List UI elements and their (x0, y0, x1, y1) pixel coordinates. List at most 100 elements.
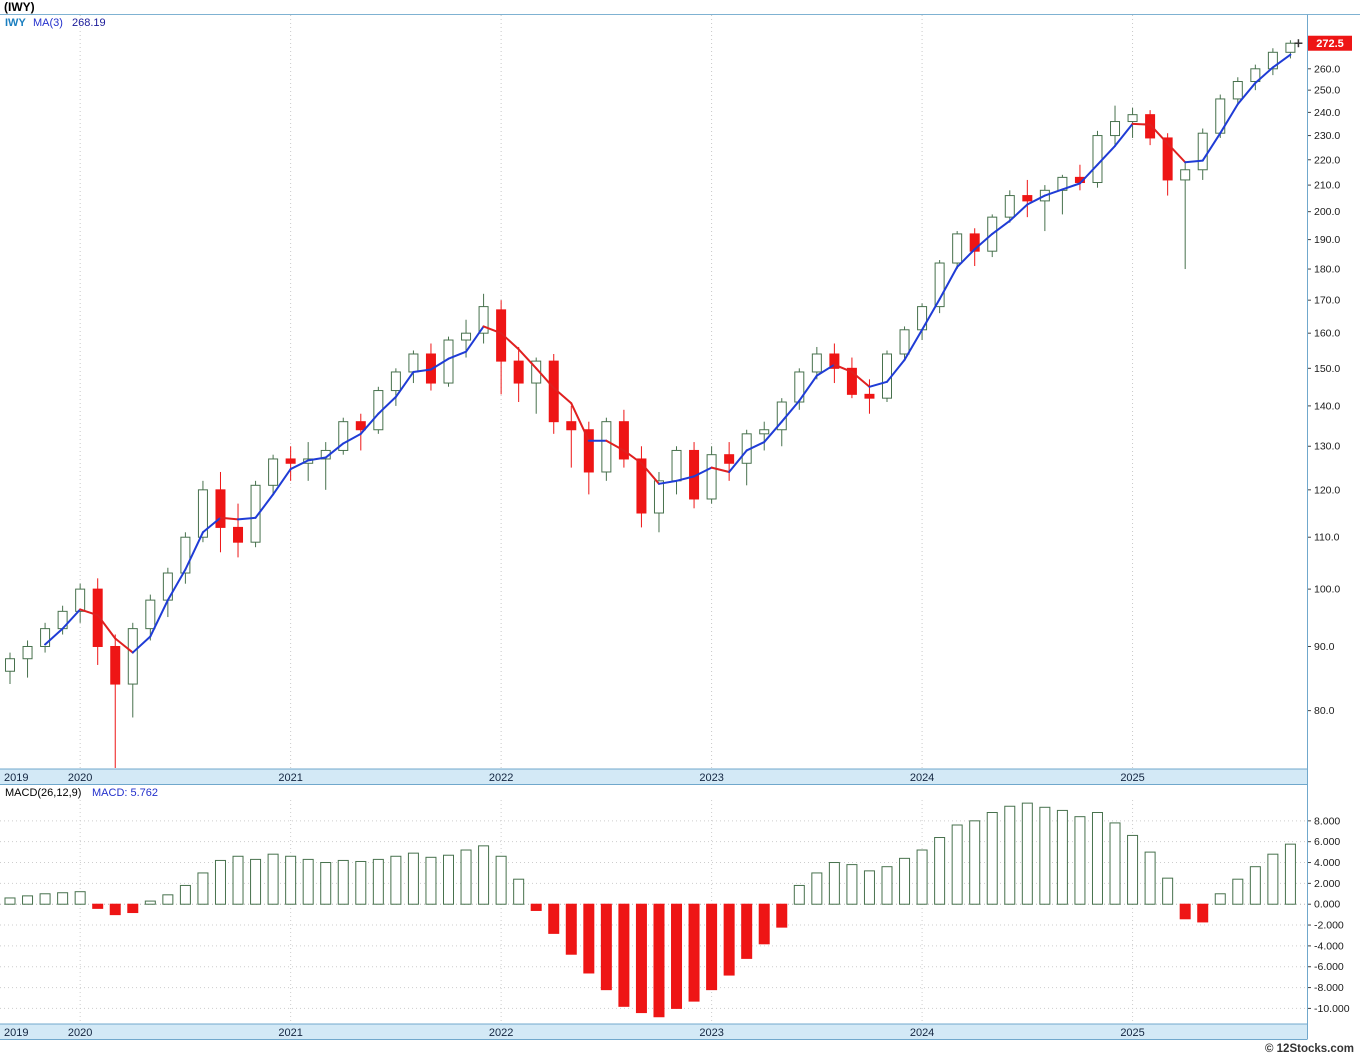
ma-segment (149, 599, 169, 638)
ma-segment (886, 358, 906, 383)
ma-segment (798, 374, 818, 402)
ma-segment (780, 399, 801, 423)
macd-bar (811, 872, 823, 905)
price-tick-label: 250.0 (1314, 85, 1340, 97)
year-label: 2020 (68, 1027, 92, 1039)
macd-bar (337, 859, 349, 905)
ma-segment (1131, 122, 1152, 126)
candle (548, 353, 559, 434)
macd-bar (232, 855, 244, 905)
price-tick-label: 230.0 (1314, 130, 1340, 142)
candle (1022, 179, 1033, 218)
macd-tick-label: -10.000 (1314, 1003, 1350, 1015)
ma-segment (693, 466, 713, 478)
year-label: 2021 (278, 772, 302, 784)
macd-bar (372, 858, 384, 905)
macd-bar (495, 855, 507, 905)
macd-bar (1267, 853, 1279, 905)
legend-symbol: IWY (5, 17, 26, 29)
ma-segment (61, 608, 82, 630)
macd-bar (162, 894, 174, 905)
chart-title: (IWY) (4, 0, 35, 14)
year-label: 2025 (1120, 1027, 1144, 1039)
ma-segment (956, 248, 976, 269)
macd-bar (267, 853, 279, 905)
price-tick-label: 90.0 (1314, 641, 1335, 653)
ma-segment (868, 380, 888, 388)
year-label: 2023 (699, 1027, 723, 1039)
ma-segment (307, 456, 327, 462)
candle (145, 594, 156, 641)
price-axis: 260.0 250.0 240.0 230.0 220.0 210.0 200.0 190.0… (1307, 63, 1340, 717)
ma-segment (1254, 66, 1274, 84)
macd-bar (828, 862, 840, 905)
macd-bar (320, 862, 332, 905)
ma-segment (272, 468, 292, 496)
candle (390, 368, 401, 406)
ma-segment (184, 531, 204, 571)
macd-tick-label: 0.000 (1314, 899, 1340, 911)
macd-bar (74, 891, 86, 905)
macd-bar (881, 866, 893, 905)
macd-bar (1249, 866, 1261, 905)
candle (1267, 48, 1278, 76)
macd-bar (1091, 812, 1103, 905)
ma-segment (535, 367, 555, 390)
macd-bar (934, 837, 946, 905)
macd-bar (92, 903, 104, 909)
macd-bar (758, 903, 770, 945)
macd-tick-label: 6.000 (1314, 836, 1340, 848)
ma-segment (973, 232, 994, 251)
candle (811, 346, 822, 380)
macd-bar (635, 903, 647, 1014)
macd-bar (1214, 893, 1226, 905)
ma-segment (815, 363, 836, 377)
ma-segment (96, 614, 117, 640)
ma-segment (657, 479, 678, 485)
year-label: 2024 (910, 772, 934, 784)
ma-segment (1078, 163, 1099, 185)
macd-bar (1284, 843, 1296, 905)
macd-value: MACD: 5.762 (92, 787, 158, 799)
ma-segment (552, 387, 573, 405)
candle (513, 346, 524, 403)
watermark: © 12Stocks.com (1265, 1043, 1354, 1055)
ma-segment (833, 363, 853, 373)
macd-bar (250, 858, 262, 905)
macd-bar (583, 903, 595, 974)
year-label: 2019 (4, 1027, 28, 1039)
ma-segment (1114, 122, 1134, 147)
ma-segment (1166, 142, 1187, 164)
candle (22, 640, 33, 678)
price-tick-label: 140.0 (1314, 400, 1340, 412)
ma-segment (447, 350, 468, 360)
macd-bar (1127, 834, 1139, 905)
ma-segment (570, 402, 590, 442)
ma-segment (324, 442, 345, 459)
ma-segment (114, 637, 134, 654)
ma-segment (254, 493, 275, 519)
ma-segment (1184, 159, 1204, 164)
ma-segment (359, 412, 380, 435)
macd-bar (723, 903, 735, 976)
macd-bar (355, 860, 367, 905)
macd-bar (1197, 903, 1209, 923)
macd-bar (776, 903, 788, 928)
candle (969, 228, 980, 267)
ma-segment (728, 449, 748, 473)
price-legend: IWY MA(3) 268.19 (5, 17, 106, 29)
price-tick-label: 180.0 (1314, 264, 1340, 276)
macd-axis: 8.000 6.000 4.000 2.000 0.000 -2.000 -4.000 -6.… (1307, 815, 1350, 1015)
price-tick-label: 190.0 (1314, 234, 1340, 246)
candle (5, 652, 15, 685)
macd-tick-label: -4.000 (1314, 940, 1344, 952)
ma-segment (79, 608, 99, 617)
year-label: 2023 (699, 772, 723, 784)
candle (75, 583, 86, 623)
candle (724, 442, 735, 481)
candle (1004, 190, 1015, 223)
candle (1092, 130, 1103, 188)
ma-segment (1008, 203, 1029, 222)
ma-segment (991, 219, 1011, 235)
macd-bar (302, 858, 314, 905)
